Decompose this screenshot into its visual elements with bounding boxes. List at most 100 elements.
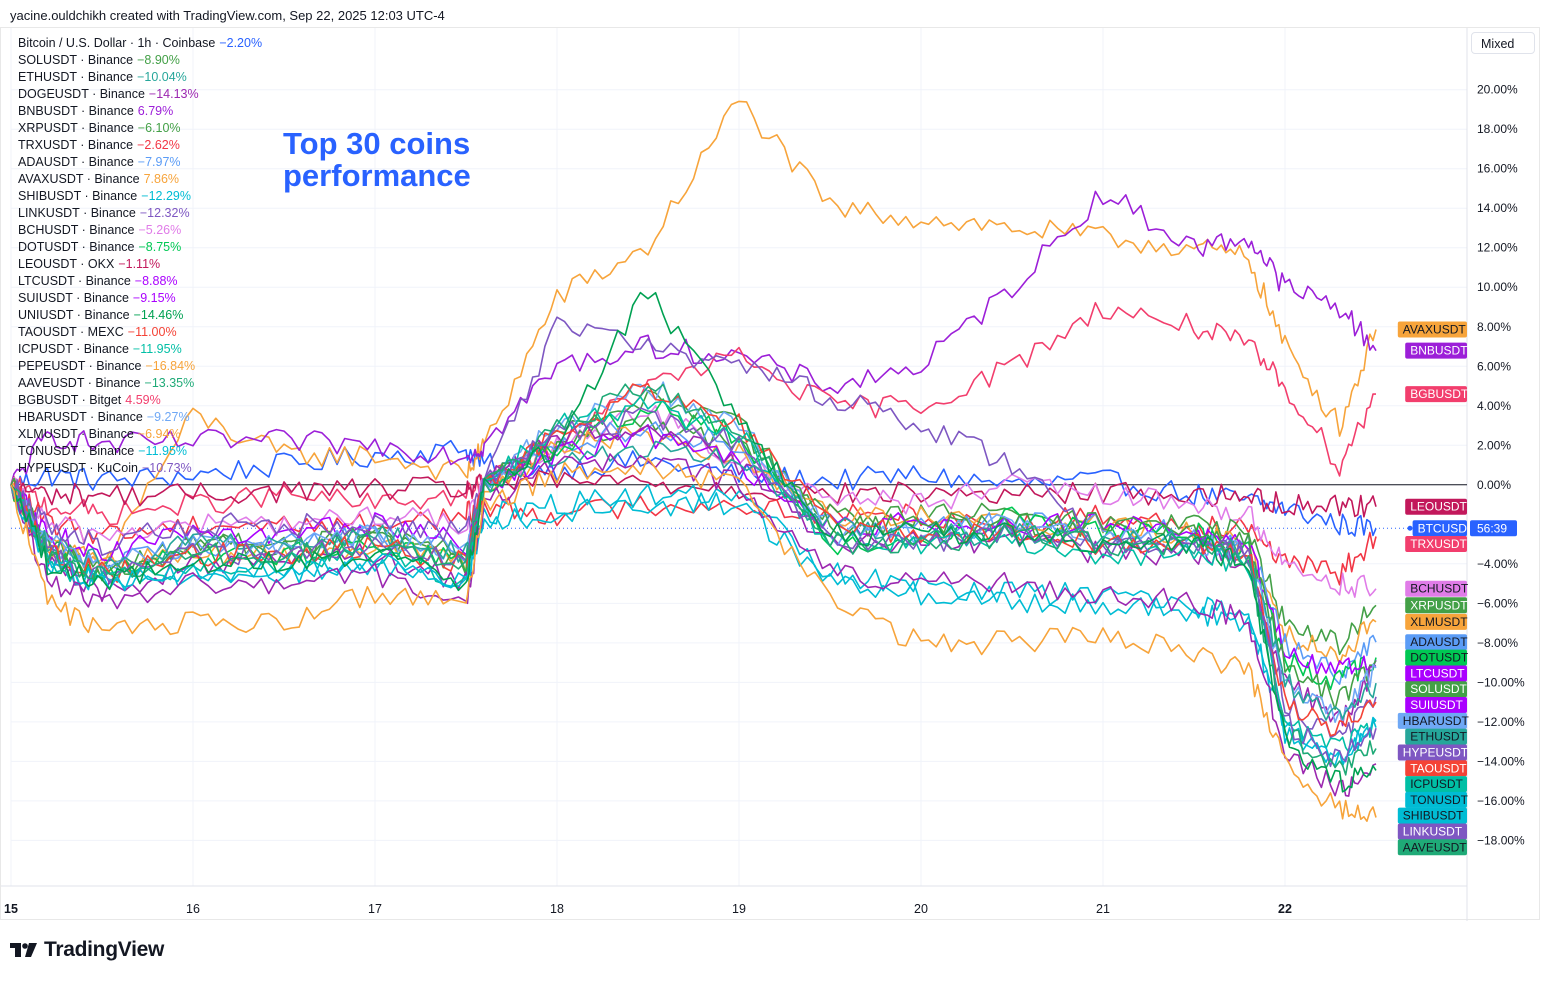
scale-mode-button[interactable]: Mixed	[1471, 32, 1535, 54]
legend-row[interactable]: TONUSDT · Binance −11.95%	[18, 443, 262, 460]
price-tag-bnbusdt: BNBUSDT	[1405, 342, 1468, 359]
legend-row[interactable]: DOGEUSDT · Binance −14.13%	[18, 86, 262, 103]
price-tag-label: ICPUSDT	[1410, 777, 1463, 791]
price-tag-label: HBARUSDT	[1403, 714, 1470, 728]
legend-row[interactable]: LINKUSDT · Binance −12.32%	[18, 205, 262, 222]
price-tag-bchusdt: BCHUSDT	[1405, 580, 1469, 597]
series-line-ethusdt	[10, 440, 1377, 721]
legend-row[interactable]: TRXUSDT · Binance −2.62%	[18, 137, 262, 154]
legend-row[interactable]: DOTUSDT · Binance −8.75%	[18, 239, 262, 256]
series-line-bchusdt	[10, 405, 1377, 598]
legend-change: −14.13%	[148, 87, 199, 101]
price-tag-bg	[1405, 681, 1467, 698]
y-tick-label: 0.00%	[1477, 478, 1511, 492]
legend-row[interactable]: HBARUSDT · Binance −9.27%	[18, 409, 262, 426]
price-tag-bg	[1397, 839, 1467, 856]
price-tag-label: XRPUSDT	[1410, 598, 1468, 612]
y-tick-label: 14.00%	[1477, 201, 1518, 215]
countdown-bg	[1470, 520, 1517, 537]
legend-symbol: BNBUSDT · Binance	[18, 104, 134, 118]
legend-symbol: HBARUSDT · Binance	[18, 410, 143, 424]
legend-row[interactable]: AAVEUSDT · Binance −13.35%	[18, 375, 262, 392]
y-tick-label: −4.00%	[1477, 557, 1518, 571]
legend-row[interactable]: ETHUSDT · Binance −10.04%	[18, 69, 262, 86]
legend-symbol: XRPUSDT · Binance	[18, 121, 134, 135]
legend-symbol: HYPEUSDT · KuCoin	[18, 461, 138, 475]
series-line-solusdt	[10, 389, 1377, 711]
price-tag-hbarusdt: HBARUSDT	[1397, 712, 1470, 729]
chart-canvas[interactable]: 20.00% 18.00% 16.00% 14.00% 12.00% 10.00% 8.00…	[1, 28, 1541, 921]
legend-symbol: BCHUSDT · Binance	[18, 223, 135, 237]
series-line-xlmusdt	[10, 426, 1377, 666]
legend-row[interactable]: LTCUSDT · Binance −8.88%	[18, 273, 262, 290]
price-tag-label: ETHUSDT	[1410, 730, 1467, 744]
legend-row[interactable]: ADAUSDT · Binance −7.97%	[18, 154, 262, 171]
price-tag-btcusd: BTCUSD 56:39	[1412, 520, 1517, 537]
legend-row[interactable]: HYPEUSDT · KuCoin −10.73%	[18, 460, 262, 477]
y-tick-label: 2.00%	[1477, 438, 1511, 452]
legend-change: −16.84%	[145, 359, 196, 373]
price-tag-label: BNBUSDT	[1410, 344, 1468, 358]
price-tag-icpusdt: ICPUSDT	[1405, 776, 1467, 793]
price-tag-bg	[1397, 823, 1467, 840]
x-tick-label: 17	[368, 902, 382, 916]
series-line-hbarusdt	[10, 381, 1377, 723]
series-line-aaveusdt	[10, 383, 1377, 776]
x-tick-label: 21	[1096, 902, 1110, 916]
legend-row[interactable]: XRPUSDT · Binance −6.10%	[18, 120, 262, 137]
headline-line-2: performance	[283, 158, 471, 193]
legend-row[interactable]: SHIBUSDT · Binance −12.29%	[18, 188, 262, 205]
countdown-label: 56:39	[1477, 521, 1507, 535]
series-line-avaxusdt	[10, 100, 1377, 564]
legend-row[interactable]: LEOUSDT · OKX −1.11%	[18, 256, 262, 273]
price-tag-bg	[1405, 791, 1467, 808]
price-tag-label: BGBUSDT	[1410, 387, 1469, 401]
price-tag-bg	[1397, 712, 1467, 729]
series-line-linkusdt	[10, 407, 1377, 768]
price-tag-label: XLMUSDT	[1410, 615, 1468, 629]
price-tag-label: TRXUSDT	[1410, 537, 1467, 551]
legend-change: −6.10%	[137, 121, 181, 135]
legend-row[interactable]: PEPEUSDT · Binance −16.84%	[18, 358, 262, 375]
y-tick-label: −18.00%	[1477, 833, 1525, 847]
price-tag-trxusdt: TRXUSDT	[1405, 536, 1468, 553]
legend-symbol: AAVEUSDT · Binance	[18, 376, 141, 390]
legend-row[interactable]: SUIUSDT · Binance −9.15%	[18, 290, 262, 307]
legend-row[interactable]: SOLUSDT · Binance −8.90%	[18, 52, 262, 69]
price-tag-xlmusdt: XLMUSDT	[1405, 613, 1468, 630]
price-tag-bg	[1405, 386, 1467, 403]
legend-row[interactable]: AVAXUSDT · Binance 7.86%	[18, 171, 262, 188]
legend-row[interactable]: ICPUSDT · Binance −11.95%	[18, 341, 262, 358]
y-tick-label: 4.00%	[1477, 399, 1511, 413]
tradingview-logo[interactable]: TradingView	[10, 938, 164, 962]
chart-headline: Top 30 coins performance	[283, 128, 471, 192]
price-tag-ethusdt: ETHUSDT	[1405, 728, 1468, 745]
legend-change: −13.35%	[144, 376, 195, 390]
series-layer	[10, 100, 1413, 822]
legend-row[interactable]: XLMUSDT · Binance −6.94%	[18, 426, 262, 443]
legend-row[interactable]: TAOUSDT · MEXC −11.00%	[18, 324, 262, 341]
legend-change: −14.46%	[133, 308, 184, 322]
price-tag-bg	[1405, 776, 1467, 793]
price-tag-bg	[1405, 613, 1467, 630]
price-tag-label: SOLUSDT	[1410, 682, 1467, 696]
legend-row[interactable]: UNIUSDT · Binance −14.46%	[18, 307, 262, 324]
chart-panel[interactable]: 20.00% 18.00% 16.00% 14.00% 12.00% 10.00% 8.00…	[0, 27, 1541, 921]
legend-row[interactable]: Bitcoin / U.S. Dollar · 1h · Coinbase −2.…	[18, 35, 262, 52]
x-tick-label: 19	[732, 902, 746, 916]
price-tag-label: SHIBUSDT	[1403, 809, 1464, 823]
y-tick-label: −6.00%	[1477, 596, 1518, 610]
legend-symbol: ETHUSDT · Binance	[18, 70, 134, 84]
legend-row[interactable]: BGBUSDT · Bitget 4.59%	[18, 392, 262, 409]
legend-change: −12.32%	[139, 206, 190, 220]
series-line-dogeusdt	[10, 453, 1377, 797]
y-tick-label: −10.00%	[1477, 675, 1525, 689]
price-tag-bg	[1405, 728, 1467, 745]
legend-symbol: SOLUSDT · Binance	[18, 53, 134, 67]
price-tag-leousdt: LEOUSDT	[1405, 498, 1468, 515]
legend-symbol: ICPUSDT · Binance	[18, 342, 129, 356]
legend-row[interactable]: BCHUSDT · Binance −5.26%	[18, 222, 262, 239]
legend-row[interactable]: BNBUSDT · Binance 6.79%	[18, 103, 262, 120]
price-tag-label: ADAUSDT	[1410, 635, 1468, 649]
price-tag-bg	[1405, 760, 1467, 777]
